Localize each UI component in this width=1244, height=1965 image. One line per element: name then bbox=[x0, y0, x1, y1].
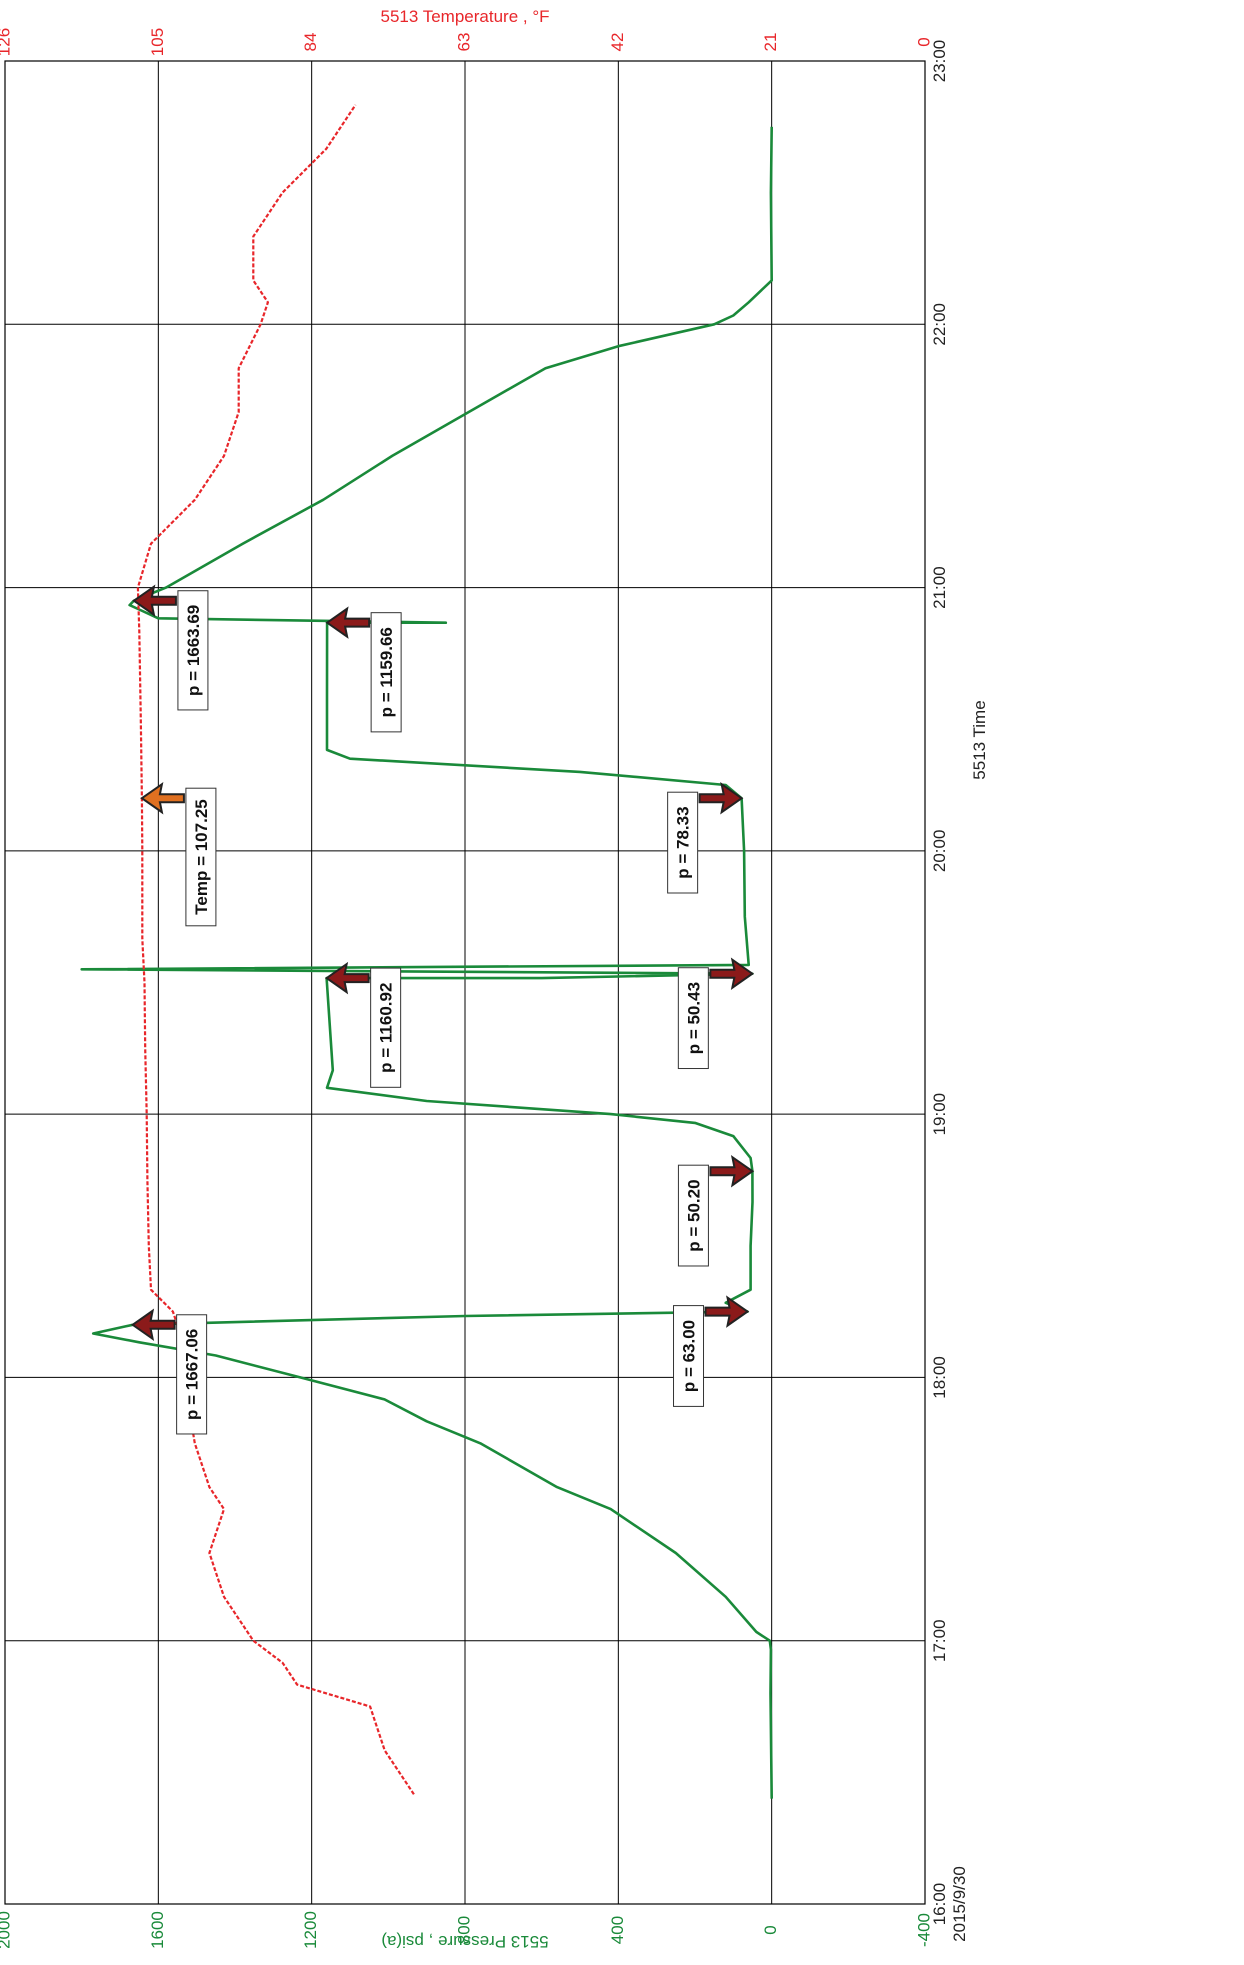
annotation-box bbox=[370, 967, 402, 1088]
x-tick-label: 19:00 bbox=[930, 1093, 949, 1136]
x-tick-label: 23:00 bbox=[930, 40, 949, 83]
annotation-box bbox=[370, 612, 402, 733]
x-tick-label: 16:00 bbox=[930, 1883, 949, 1926]
x-tick-label: 22:00 bbox=[930, 303, 949, 346]
annotation-label: p = 1663.69 bbox=[177, 590, 209, 711]
grid-lines bbox=[5, 61, 925, 1904]
annotation-label: p = 1159.66 bbox=[370, 612, 402, 733]
y-right-tick-label: 105 bbox=[148, 28, 167, 56]
y-left-tick-label: -400 bbox=[914, 1913, 933, 1947]
annotation-arrow bbox=[325, 606, 371, 639]
y-right-tick-label: 21 bbox=[761, 33, 780, 52]
y-left-tick-label: 2000 bbox=[0, 1911, 13, 1949]
annotation-text: p = 1663.69 bbox=[184, 605, 203, 696]
annotation-box bbox=[677, 967, 709, 1070]
annotation-text: p = 50.20 bbox=[684, 1179, 703, 1251]
annotation-box bbox=[176, 1314, 208, 1435]
annotation-arrow bbox=[324, 961, 370, 995]
annotation-label: p = 63.00 bbox=[673, 1305, 705, 1407]
y-right-tick-label: 63 bbox=[454, 33, 473, 52]
annotations-layer: p = 1667.06 p = 63.00 p = 50.20 p = 1160.92… bbox=[130, 584, 755, 1435]
annotation-label: p = 1160.92 bbox=[370, 967, 402, 1088]
annotation-box bbox=[673, 1305, 705, 1407]
x-date-label: 2015/9/30 bbox=[950, 1866, 969, 1942]
annotation-arrow bbox=[130, 1308, 176, 1342]
x-tick-label: 17:00 bbox=[930, 1619, 949, 1662]
annotation-text: p = 1159.66 bbox=[377, 627, 396, 717]
annotation-text: Temp = 107.25 bbox=[192, 799, 211, 914]
annotation-arrow bbox=[709, 957, 755, 990]
x-tick-label: 20:00 bbox=[930, 830, 949, 873]
annotation-text: p = 63.00 bbox=[680, 1320, 699, 1392]
annotation-text: p = 1160.92 bbox=[377, 983, 396, 1073]
y-left-tick-label: 400 bbox=[608, 1916, 627, 1944]
annotation-box bbox=[667, 791, 699, 894]
annotation-text: p = 50.43 bbox=[684, 982, 703, 1054]
left-axis-title: 5513 Pressure , psi(a) bbox=[381, 1932, 548, 1951]
annotation-text: p = 1667.06 bbox=[183, 1329, 202, 1420]
annotation-box bbox=[185, 787, 217, 927]
annotation-label: p = 50.20 bbox=[677, 1164, 709, 1267]
annotation-label: p = 50.43 bbox=[677, 967, 709, 1070]
y-left-tick-label: 1200 bbox=[301, 1911, 320, 1949]
y-left-tick-label: 1600 bbox=[148, 1911, 167, 1949]
annotation-arrow bbox=[140, 781, 185, 815]
annotation-label: p = 78.33 bbox=[667, 791, 699, 894]
tick-labels: 16:00 17:00 18:00 19:00 20:00 21:00 22:00 23:00… bbox=[0, 28, 969, 1949]
x-axis-title: 5513 Time bbox=[970, 700, 989, 779]
temperature-series-line bbox=[136, 104, 415, 1795]
annotation-label: p = 1667.06 bbox=[176, 1314, 208, 1435]
annotation-arrow bbox=[132, 584, 177, 617]
x-tick-label: 21:00 bbox=[930, 566, 949, 609]
series-layer bbox=[80, 104, 773, 1799]
y-right-tick-label: 42 bbox=[608, 33, 627, 52]
x-tick-label: 18:00 bbox=[930, 1356, 949, 1399]
annotation-box bbox=[177, 590, 209, 711]
pressure-series-line bbox=[80, 126, 773, 1799]
y-left-tick-label: 0 bbox=[761, 1925, 780, 1934]
annotation-arrow bbox=[704, 1295, 750, 1328]
right-axis-title: 5513 Temperature , °F bbox=[380, 7, 549, 26]
annotation-text: p = 78.33 bbox=[674, 806, 693, 878]
y-right-tick-label: 0 bbox=[914, 37, 933, 46]
annotation-arrow bbox=[698, 781, 744, 815]
annotation-box bbox=[677, 1164, 709, 1267]
y-left-tick-label: 800 bbox=[454, 1916, 473, 1944]
y-right-tick-label: 126 bbox=[0, 28, 13, 56]
annotation-label: Temp = 107.25 bbox=[185, 787, 217, 927]
annotation-arrow bbox=[709, 1154, 755, 1188]
y-right-tick-label: 84 bbox=[301, 33, 320, 52]
